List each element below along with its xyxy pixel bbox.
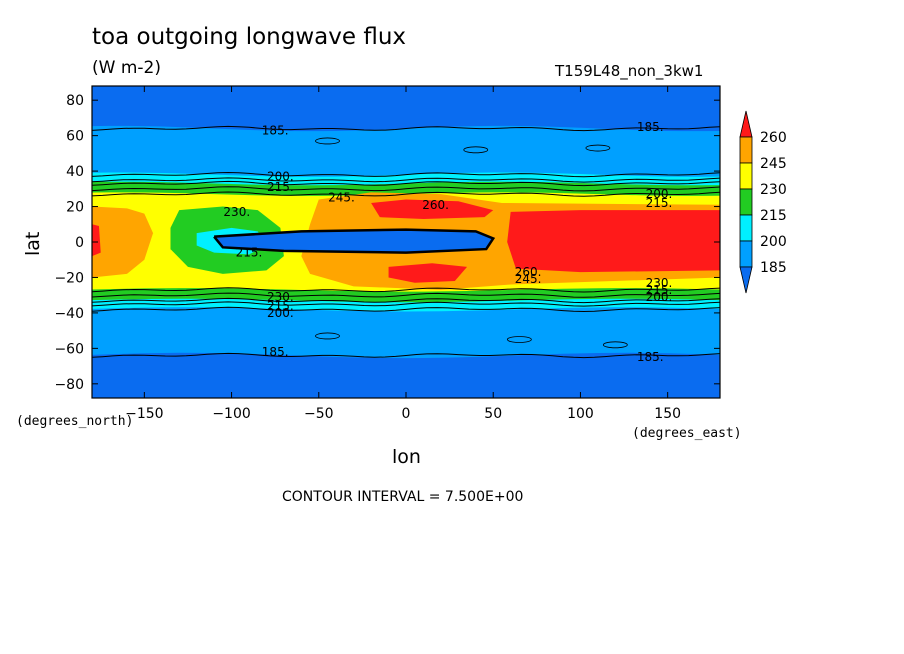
contour-lines xyxy=(92,125,720,359)
contour-label-6: 245. xyxy=(328,191,355,205)
x-tick-label-1: −100 xyxy=(212,406,250,422)
y-tick-label-1: −60 xyxy=(54,341,84,357)
y-tick-label-6: 40 xyxy=(66,164,84,180)
y-tick-label-8: 80 xyxy=(66,93,84,109)
x-tick-label-3: 0 xyxy=(402,406,411,422)
colorbar-bottom-arrow xyxy=(739,266,753,294)
y-axis-unit: (degrees_north) xyxy=(16,414,134,429)
contour-label-15: 215. xyxy=(267,299,294,313)
units-label: (W m-2) xyxy=(92,58,161,78)
y-axis: −80 −60 −40 −20 0 20 40 60 80 xyxy=(54,93,720,393)
contour-label-1: 185. xyxy=(637,120,664,134)
contour-line-8 xyxy=(92,301,720,307)
contour-label-2: 185. xyxy=(262,345,289,359)
contour-line-5 xyxy=(92,191,720,197)
contour-label-19: 200. xyxy=(646,290,673,304)
colorbar-swatch-2 xyxy=(739,188,753,216)
contour-label-18: 215. xyxy=(646,283,673,297)
contour-label-10: 215. xyxy=(646,196,673,210)
x-axis: −150 −100 −50 0 50 100 150 xyxy=(125,86,681,422)
colorbar-label-4: 200 xyxy=(760,234,787,250)
y-tick-label-4: 0 xyxy=(75,235,84,251)
contour-line-7 xyxy=(92,306,720,313)
colorbar: 260 245 230 215 200 185 xyxy=(739,110,787,294)
contour-label-9: 200. xyxy=(646,187,673,201)
contour-line-10 xyxy=(92,292,720,298)
contour-line-1 xyxy=(92,171,720,178)
colorbar-label-3: 215 xyxy=(760,208,787,224)
contour-line-2 xyxy=(92,177,720,183)
y-tick-label-2: −40 xyxy=(54,306,84,322)
colorbar-label-2: 230 xyxy=(760,182,787,198)
band-above-260-west xyxy=(92,224,101,257)
contour-label-11: 260. xyxy=(515,265,542,279)
colorbar-label-0: 260 xyxy=(760,130,787,146)
colorbar-top-arrow xyxy=(739,110,753,138)
colorbar-swatch-1 xyxy=(739,162,753,190)
contour-line-0 xyxy=(92,125,720,132)
contour-label-7: 230. xyxy=(223,205,250,219)
band-above-260-east xyxy=(507,210,720,273)
colorbar-swatch-3 xyxy=(739,214,753,242)
contour-interval: CONTOUR INTERVAL = 7.500E+00 xyxy=(282,489,524,505)
contour-island-3 xyxy=(315,332,340,340)
contour-label-0: 185. xyxy=(262,123,289,137)
contour-island-1 xyxy=(585,144,611,152)
band-below-185-equator xyxy=(214,229,494,253)
x-tick-label-6: 150 xyxy=(654,406,681,422)
y-axis-label: lat xyxy=(22,231,44,256)
contour-label-5: 215. xyxy=(267,180,294,194)
contour-label-4: 200. xyxy=(267,169,294,183)
chart-title: toa outgoing longwave flux xyxy=(92,24,407,50)
colorbar-label-1: 245 xyxy=(760,156,787,172)
contour-line-9 xyxy=(92,297,720,304)
contour-label-14: 230. xyxy=(267,290,294,304)
contour-label-16: 200. xyxy=(267,306,294,320)
contour-line-11 xyxy=(92,287,720,293)
x-tick-label-4: 50 xyxy=(484,406,502,422)
x-tick-label-0: −150 xyxy=(125,406,163,422)
contour-label-17: 230. xyxy=(646,276,673,290)
y-tick-label-3: −20 xyxy=(54,270,84,286)
colorbar-swatch-0 xyxy=(739,136,753,164)
contour-island-4 xyxy=(506,336,532,343)
colorbar-label-5: 185 xyxy=(760,260,787,276)
filled-contours xyxy=(92,86,720,398)
y-tick-label-0: −80 xyxy=(54,377,84,393)
contour-label-8: 260. xyxy=(422,198,449,212)
x-axis-unit: (degrees_east) xyxy=(632,426,742,441)
contour-label-3: 185. xyxy=(637,350,664,364)
contour-island-5 xyxy=(602,341,628,349)
contour-line-4 xyxy=(92,186,720,192)
x-axis-label: lon xyxy=(392,446,421,468)
contour-line-6 xyxy=(92,352,720,359)
run-label: T159L48_non_3kw1 xyxy=(555,62,704,80)
contour-island-0 xyxy=(315,137,340,145)
contour-label-12: 245. xyxy=(515,272,542,286)
y-tick-label-5: 20 xyxy=(66,200,84,216)
contour-line-equator-0 xyxy=(213,228,496,254)
contour-labels: 185. 185.185. 185.200.215.245.230.260.200.… xyxy=(223,120,672,364)
band-above-260-north xyxy=(371,199,494,219)
contour-label-13: 215. xyxy=(236,246,263,260)
y-tick-label-7: 60 xyxy=(66,129,84,145)
contour-island-2 xyxy=(463,146,489,154)
band-above-260-south xyxy=(388,263,468,283)
contour-line-3 xyxy=(92,180,720,187)
band-245-260-west xyxy=(92,206,154,278)
colorbar-swatch-4 xyxy=(739,240,753,268)
x-tick-label-2: −50 xyxy=(304,406,334,422)
x-tick-label-5: 100 xyxy=(567,406,594,422)
